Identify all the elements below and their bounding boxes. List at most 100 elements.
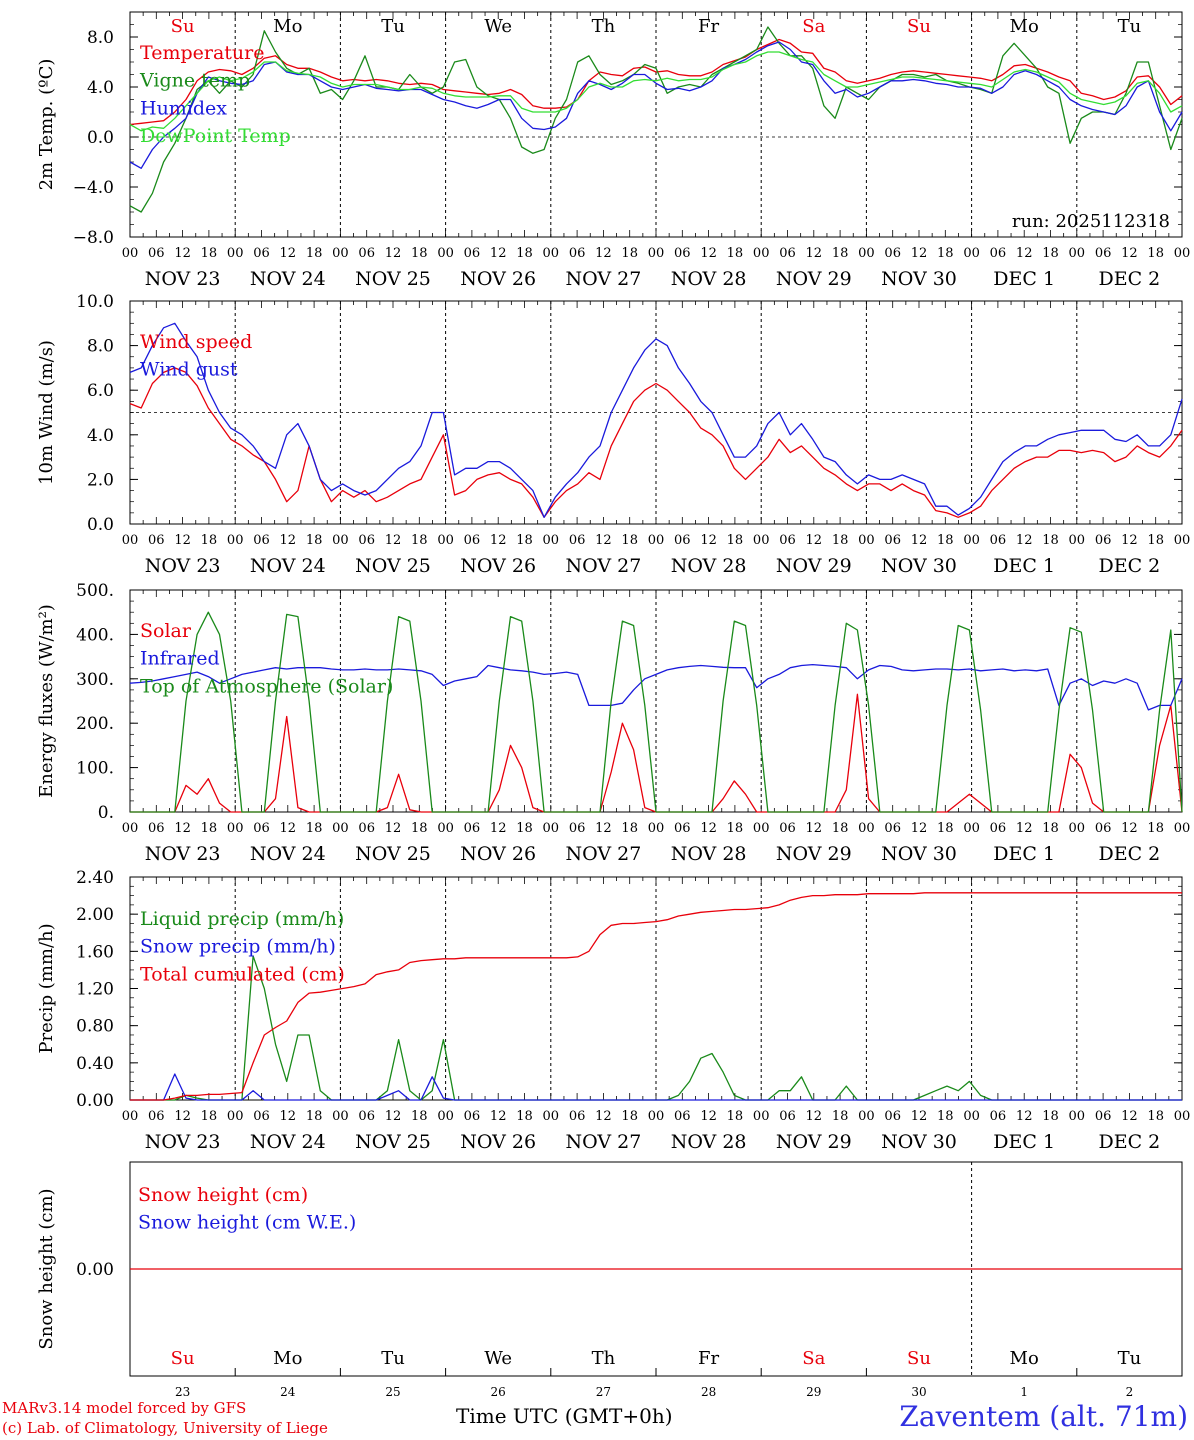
hour-tick-label: 12	[595, 821, 612, 836]
hour-tick-label: 06	[464, 533, 481, 548]
hour-tick-label: 18	[937, 246, 954, 261]
hour-tick-label: 00	[332, 821, 349, 836]
date-label: DEC 1	[993, 555, 1055, 577]
hour-tick-label: 00	[437, 533, 454, 548]
panel-1: 8.0 4.0 0.0 −4.0 −8.0 2m Temp. (ºC) Temperatur…	[36, 11, 1190, 290]
hour-tick-label: 12	[174, 246, 191, 261]
hour-tick-label: 12	[806, 246, 823, 261]
y-tick-label: 0.80	[76, 1017, 114, 1037]
series-line-1	[129, 38, 1183, 126]
hour-tick-label: 00	[858, 246, 875, 261]
day-number-label: 24	[280, 1385, 296, 1399]
hour-tick-label: 12	[280, 533, 297, 548]
weekday-label: Mo	[273, 1348, 302, 1369]
hour-tick-label: 06	[253, 246, 270, 261]
date-label: NOV 29	[776, 1131, 852, 1153]
day-number-label: 29	[806, 1385, 821, 1399]
day-number-label: 30	[911, 1385, 926, 1399]
series-line-3	[130, 611, 1183, 813]
hour-tick-label: 18	[832, 821, 849, 836]
hour-tick-label: 06	[148, 821, 165, 836]
panel-2: 10.0 8.0 6.0 4.0 2.0 0.0 10m Wind (m/s) Wind sp…	[36, 292, 1190, 577]
hour-tick-label: 18	[1042, 246, 1059, 261]
hour-tick-label: 18	[621, 1109, 638, 1124]
station-name: Zaventem (alt. 71m)	[899, 1400, 1188, 1433]
hour-tick-label: 00	[648, 821, 665, 836]
hour-tick-label: 18	[201, 1109, 218, 1124]
y-tick-label: 2.0	[87, 470, 114, 490]
hour-tick-label: 12	[385, 246, 402, 261]
legend-entry: Snow precip (mm/h)	[140, 936, 336, 958]
hour-tick-label: 00	[963, 533, 980, 548]
hour-tick-label: 00	[858, 821, 875, 836]
hour-tick-label: 18	[516, 821, 533, 836]
hour-tick-label: 06	[990, 246, 1007, 261]
hour-tick-label: 00	[1174, 821, 1191, 836]
hour-tick-label: 12	[490, 821, 507, 836]
hour-tick-label: 12	[280, 1109, 297, 1124]
hour-tick-label: 00	[963, 1109, 980, 1124]
hour-tick-label: 18	[411, 821, 428, 836]
hour-tick-label: 18	[411, 1109, 428, 1124]
hour-tick-label: 06	[148, 533, 165, 548]
date-label: NOV 28	[671, 268, 747, 290]
model-credit: MARv3.14 model forced by GFS	[2, 1399, 247, 1417]
date-label: DEC 2	[1099, 1131, 1161, 1153]
run-annotation: run: 2025112318	[1012, 211, 1170, 232]
hour-tick-label: 18	[411, 246, 428, 261]
hour-tick-label: 00	[227, 246, 244, 261]
hour-tick-label: 00	[648, 1109, 665, 1124]
hour-tick-label: 00	[437, 821, 454, 836]
legend-entry: Snow height (cm W.E.)	[138, 1212, 356, 1234]
weekday-label: Tu	[381, 16, 405, 37]
hour-tick-label: 12	[385, 1109, 402, 1124]
hour-tick-label: 06	[1095, 1109, 1112, 1124]
hour-tick-label: 06	[884, 1109, 901, 1124]
date-label: NOV 25	[355, 268, 431, 290]
date-label: NOV 28	[671, 555, 747, 577]
series-line-2	[130, 1073, 1182, 1101]
hour-tick-label: 12	[595, 1109, 612, 1124]
hour-tick-label: 12	[595, 533, 612, 548]
weekday-label: We	[484, 1348, 512, 1369]
hour-tick-label: 06	[884, 533, 901, 548]
date-label: DEC 1	[993, 268, 1055, 290]
hour-tick-label: 18	[1147, 533, 1164, 548]
y-tick-label: −4.0	[73, 178, 114, 198]
y-tick-label: 2.40	[76, 868, 114, 888]
hour-tick-label: 18	[727, 533, 744, 548]
day-number-label: 2	[1126, 1385, 1134, 1399]
hour-tick-label: 06	[253, 533, 270, 548]
hour-tick-label: 00	[332, 533, 349, 548]
weekday-label: Mo	[1010, 1348, 1039, 1369]
series-line-2	[129, 26, 1183, 213]
y-tick-label: 100.	[76, 759, 114, 779]
weekday-label: Su	[907, 1348, 931, 1369]
hour-tick-label: 06	[569, 1109, 586, 1124]
legend-entry: Wind speed	[140, 331, 252, 353]
hour-tick-label: 06	[253, 1109, 270, 1124]
date-label: NOV 26	[460, 555, 536, 577]
weekday-label: Th	[592, 16, 616, 37]
hour-tick-label: 18	[727, 1109, 744, 1124]
legend-entry: Top of Atmosphere (Solar)	[140, 675, 393, 697]
date-label: NOV 25	[355, 843, 431, 865]
hour-tick-label: 06	[990, 1109, 1007, 1124]
hour-tick-label: 06	[569, 533, 586, 548]
hour-tick-label: 00	[648, 533, 665, 548]
hour-tick-label: 18	[1042, 1109, 1059, 1124]
hour-tick-label: 00	[753, 821, 770, 836]
hour-tick-label: 06	[358, 533, 375, 548]
hour-tick-label: 12	[490, 1109, 507, 1124]
date-label: NOV 25	[355, 555, 431, 577]
y-tick-label: 0.	[98, 803, 114, 823]
hour-tick-label: 00	[753, 533, 770, 548]
series-line-1	[129, 367, 1183, 518]
date-label: NOV 24	[250, 1131, 326, 1153]
hour-tick-label: 00	[122, 1109, 139, 1124]
hour-tick-label: 06	[779, 246, 796, 261]
hour-tick-label: 00	[227, 821, 244, 836]
weekday-label: Mo	[273, 16, 302, 37]
y-axis-label: Snow height (cm)	[36, 1188, 57, 1349]
